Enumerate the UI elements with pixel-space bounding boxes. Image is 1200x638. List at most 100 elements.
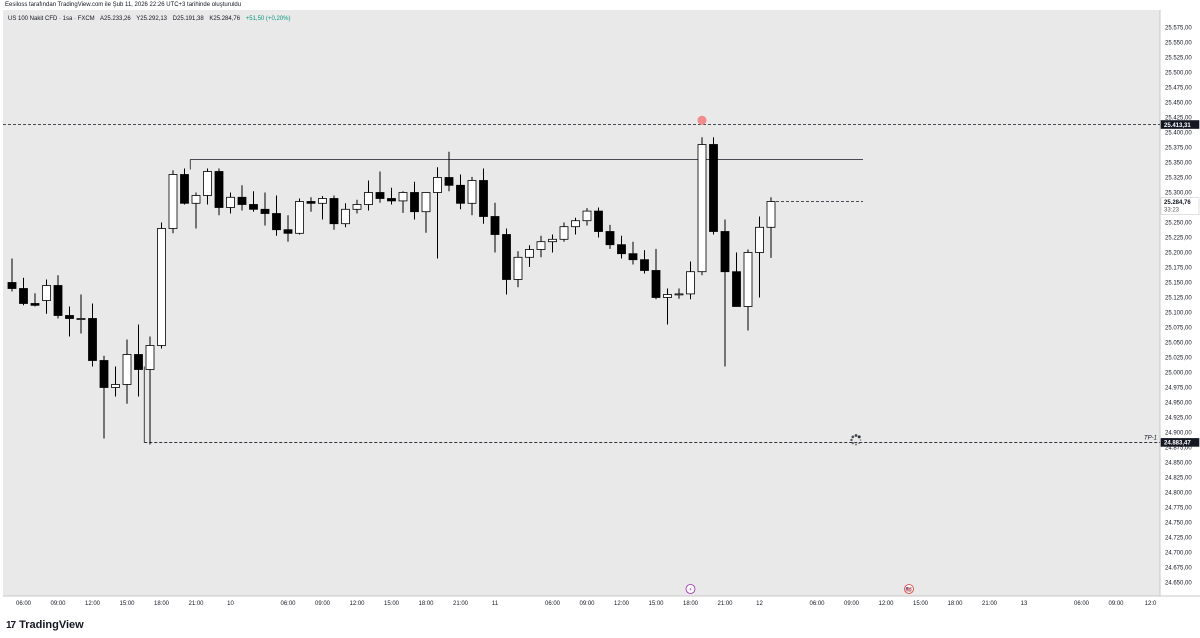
bullish-candle[interactable]: [145, 345, 155, 370]
bearish-candle[interactable]: [180, 174, 189, 204]
bearish-candle[interactable]: [490, 216, 500, 235]
bearish-candle[interactable]: [329, 198, 339, 225]
bearish-candle[interactable]: [272, 213, 281, 231]
bullish-candle[interactable]: [191, 195, 201, 204]
bearish-candle[interactable]: [605, 231, 615, 246]
bullish-candle[interactable]: [663, 294, 672, 298]
bullish-candle[interactable]: [674, 293, 684, 296]
y-tick-label: 25.000,00: [1165, 371, 1192, 377]
x-tick-label: 13: [1021, 601, 1028, 607]
x-tick-label: 15:00: [384, 601, 400, 607]
chart-plot-area[interactable]: [3, 10, 1160, 596]
bullish-candle[interactable]: [364, 192, 373, 205]
bearish-candle[interactable]: [134, 354, 143, 370]
y-tick-label: 25.300,00: [1165, 191, 1192, 197]
bullish-candle[interactable]: [559, 226, 569, 240]
bearish-candle[interactable]: [387, 198, 396, 202]
bearish-candle[interactable]: [19, 288, 28, 304]
y-tick-label: 24.700,00: [1165, 551, 1192, 557]
y-tick-label: 25.075,00: [1165, 326, 1192, 332]
y-tick-label: 24.975,00: [1165, 386, 1192, 392]
bearish-candle[interactable]: [732, 271, 741, 307]
bullish-candle[interactable]: [743, 252, 753, 307]
bearish-candle[interactable]: [502, 234, 511, 280]
bullish-candle[interactable]: [398, 192, 408, 202]
bullish-candle[interactable]: [168, 174, 178, 229]
time-axis[interactable]: [3, 596, 1200, 613]
bearish-candle[interactable]: [30, 303, 40, 306]
bullish-candle[interactable]: [352, 204, 362, 210]
bearish-candle[interactable]: [7, 282, 17, 289]
bearish-candle[interactable]: [214, 171, 224, 208]
bearish-candle[interactable]: [479, 180, 488, 217]
y-tick-label: 25.200,00: [1165, 251, 1192, 257]
bearish-candle[interactable]: [651, 270, 661, 298]
x-tick-label: 06:00: [16, 601, 32, 607]
bullish-candle[interactable]: [295, 201, 304, 234]
bullish-candle[interactable]: [42, 285, 51, 301]
x-tick-label: 12: [756, 601, 763, 607]
bullish-candle[interactable]: [122, 354, 132, 385]
brand-name: TradingView: [19, 619, 84, 631]
bearish-candle[interactable]: [88, 318, 97, 361]
x-tick-label: 21:00: [717, 601, 733, 607]
x-tick-label: 10: [227, 601, 234, 607]
x-tick-label: 11: [492, 601, 499, 607]
bullish-candle[interactable]: [766, 201, 776, 228]
lightning-event-icon[interactable]: [685, 584, 696, 594]
bearish-candle[interactable]: [444, 177, 454, 186]
bullish-candle[interactable]: [157, 228, 166, 346]
alert-marker-icon[interactable]: [697, 115, 707, 125]
bearish-candle[interactable]: [65, 315, 74, 319]
bullish-candle[interactable]: [582, 210, 592, 222]
bullish-candle[interactable]: [111, 384, 120, 388]
loading-spinner-icon: [859, 439, 862, 441]
tradingview-brand[interactable]: 17 TradingView: [6, 619, 84, 631]
us-flag-event-icon[interactable]: [904, 584, 914, 594]
bearish-candle[interactable]: [617, 244, 626, 255]
bearish-candle[interactable]: [375, 192, 385, 199]
y-tick-label: 25.500,00: [1165, 71, 1192, 77]
bearish-candle[interactable]: [260, 208, 270, 214]
price-axis[interactable]: [1160, 10, 1200, 596]
x-tick-label: 15:00: [648, 601, 664, 607]
creator-text: Eesiloss tarafından TradingView.com ile …: [5, 2, 242, 8]
y-tick-label: 24.800,00: [1165, 491, 1192, 497]
bullish-candle[interactable]: [467, 180, 477, 204]
bearish-candle[interactable]: [99, 360, 109, 388]
bullish-candle[interactable]: [226, 196, 235, 208]
tp-annotation: TP-1: [1144, 435, 1157, 441]
bullish-candle[interactable]: [318, 198, 327, 204]
bearish-candle[interactable]: [306, 201, 316, 204]
bearish-candle[interactable]: [640, 259, 649, 271]
x-tick-label: 06:00: [1074, 601, 1090, 607]
bullish-candle[interactable]: [433, 177, 442, 193]
bullish-candle[interactable]: [525, 249, 534, 258]
bearish-candle[interactable]: [410, 192, 419, 213]
bearish-candle[interactable]: [53, 285, 63, 316]
bearish-candle[interactable]: [237, 196, 247, 205]
y-tick-label: 25.325,00: [1165, 176, 1192, 182]
bullish-candle[interactable]: [536, 241, 546, 250]
bearish-candle[interactable]: [283, 229, 293, 234]
bullish-candle[interactable]: [341, 208, 350, 225]
bullish-candle[interactable]: [203, 171, 212, 196]
bullish-candle[interactable]: [571, 220, 580, 228]
bearish-candle[interactable]: [594, 210, 603, 232]
bearish-candle[interactable]: [249, 204, 258, 210]
bearish-candle[interactable]: [720, 231, 730, 273]
bearish-candle[interactable]: [456, 184, 465, 204]
bullish-candle[interactable]: [76, 318, 86, 320]
bullish-candle[interactable]: [548, 238, 557, 243]
bullish-candle[interactable]: [755, 226, 764, 253]
bullish-candle[interactable]: [513, 256, 523, 280]
bearish-candle[interactable]: [709, 144, 718, 232]
bearish-candle[interactable]: [628, 253, 638, 261]
bullish-candle[interactable]: [686, 271, 695, 295]
bullish-candle[interactable]: [697, 144, 707, 273]
y-tick-label: 25.575,00: [1165, 26, 1192, 32]
x-tick-label: 09:00: [315, 601, 331, 607]
bullish-candle[interactable]: [421, 192, 431, 213]
x-tick-label: 09:00: [50, 601, 66, 607]
